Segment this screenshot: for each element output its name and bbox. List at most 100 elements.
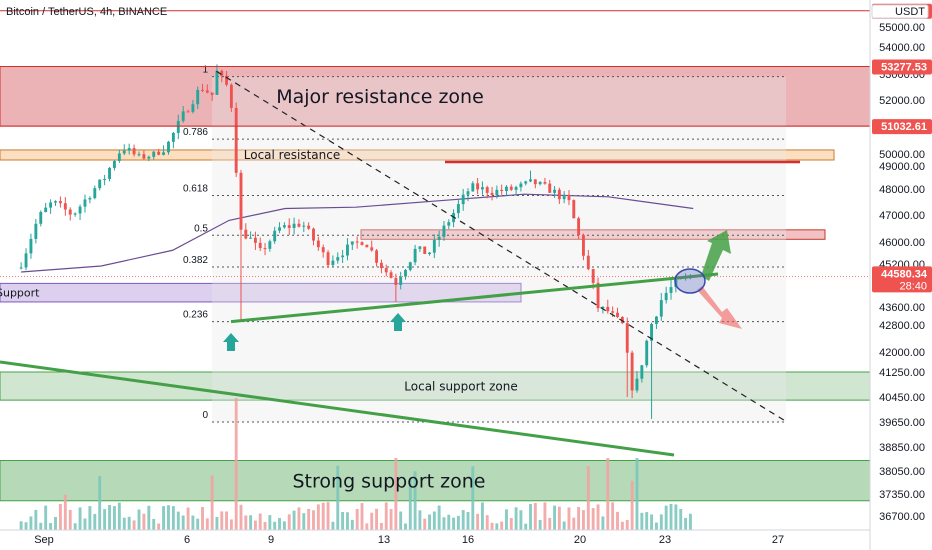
volume-bar	[577, 507, 581, 530]
volume-bar	[572, 517, 576, 530]
volume-bar	[273, 521, 277, 530]
candle-body	[220, 70, 224, 76]
volume-bar	[447, 514, 451, 530]
candle-body	[461, 194, 465, 205]
candle-body	[505, 186, 508, 191]
drawings-layer	[0, 10, 870, 457]
volume-bar	[103, 509, 107, 530]
candle-body	[98, 179, 102, 189]
candle-body	[93, 188, 97, 199]
volume-bar	[29, 516, 33, 530]
fib-ratio-4: 0.382	[183, 255, 208, 266]
zone-labels-layer: Major resistance zone Local resistance Sup…	[0, 86, 518, 492]
candle-body	[616, 312, 619, 318]
volume-bar	[258, 513, 262, 530]
volume-bar	[452, 517, 456, 530]
price-tag-label-1: 53277.53	[881, 62, 927, 74]
candle-body	[432, 239, 436, 253]
candle-body	[572, 200, 576, 219]
candle-body	[249, 237, 253, 239]
candle-body	[553, 189, 557, 193]
x-tick-5: 20	[574, 534, 586, 546]
volume-bar	[220, 511, 224, 530]
price-tag-2	[872, 119, 932, 135]
volume-bar	[461, 510, 465, 530]
volume-bar	[404, 523, 407, 530]
volume-bar	[654, 522, 658, 530]
volume-layer	[19, 398, 692, 530]
candle-body	[669, 287, 673, 293]
candle-body	[234, 107, 238, 173]
volume-bar	[625, 519, 629, 530]
volume-bar	[186, 507, 190, 530]
volume-bar	[548, 517, 552, 530]
candle-body	[205, 90, 209, 93]
volume-bar	[167, 505, 170, 530]
y-tick-12: 43600.00	[879, 302, 925, 314]
candle-body	[34, 223, 38, 239]
y-tick-0: 55000.00	[879, 22, 925, 34]
volume-bar	[476, 513, 480, 530]
volume-bar	[370, 512, 374, 530]
candle-body	[244, 229, 248, 239]
volume-bar	[83, 518, 87, 530]
candle-body	[399, 276, 403, 285]
candle-body	[413, 248, 417, 263]
volume-bar	[533, 503, 537, 530]
volume-bar	[68, 509, 72, 530]
candle-body	[176, 120, 180, 133]
y-tick-14: 42000.00	[879, 347, 925, 359]
volume-bar	[307, 508, 311, 530]
volume-bar	[326, 502, 330, 530]
volume-bar	[495, 523, 499, 530]
candle-body	[437, 236, 441, 240]
candle-body	[215, 70, 219, 95]
candle-body	[181, 111, 185, 121]
volume-bar	[108, 504, 111, 530]
candle-body	[659, 300, 663, 317]
volume-bar	[297, 507, 301, 530]
candle-body	[379, 262, 383, 269]
volume-bar	[350, 519, 354, 530]
volume-bar	[640, 512, 644, 530]
candle-body	[404, 269, 407, 277]
candle-body	[370, 247, 374, 251]
candle-body	[524, 181, 528, 184]
volume-bar	[181, 515, 185, 530]
moving-average-line	[21, 193, 694, 273]
candle-body	[83, 199, 87, 207]
volume-bar	[379, 522, 383, 530]
volume-bar	[384, 502, 388, 530]
candle-body	[273, 230, 277, 242]
volume-bar	[112, 506, 116, 530]
volume-bar	[664, 505, 668, 530]
candle-body	[389, 272, 393, 278]
candle-body	[495, 189, 499, 195]
volume-bar	[630, 480, 634, 530]
volume-bar	[229, 519, 233, 530]
volume-bar	[413, 471, 417, 530]
candle-body	[88, 198, 92, 200]
candle-body	[360, 242, 364, 245]
candle-body	[606, 306, 610, 312]
candle-body	[24, 253, 28, 268]
candle-body	[490, 192, 494, 195]
zone-5	[0, 460, 871, 502]
volume-bar	[659, 514, 663, 530]
fib-ratio-6: 0	[202, 410, 208, 421]
volume-bar	[234, 398, 238, 530]
candle-body	[39, 212, 43, 224]
volume-bar	[287, 514, 291, 530]
candle-body	[625, 323, 629, 353]
volume-bar	[509, 518, 513, 530]
fib-layer: 1 0.786 0.618 0.5 0.382 0.236 0	[183, 65, 786, 423]
volume-bar	[684, 517, 688, 530]
candle-body	[485, 187, 489, 193]
candle-body	[58, 201, 62, 204]
candle-body	[480, 187, 484, 190]
volume-bar	[93, 513, 97, 530]
candle-body	[263, 248, 267, 250]
volume-bar	[616, 511, 619, 530]
candle-body	[350, 241, 354, 245]
